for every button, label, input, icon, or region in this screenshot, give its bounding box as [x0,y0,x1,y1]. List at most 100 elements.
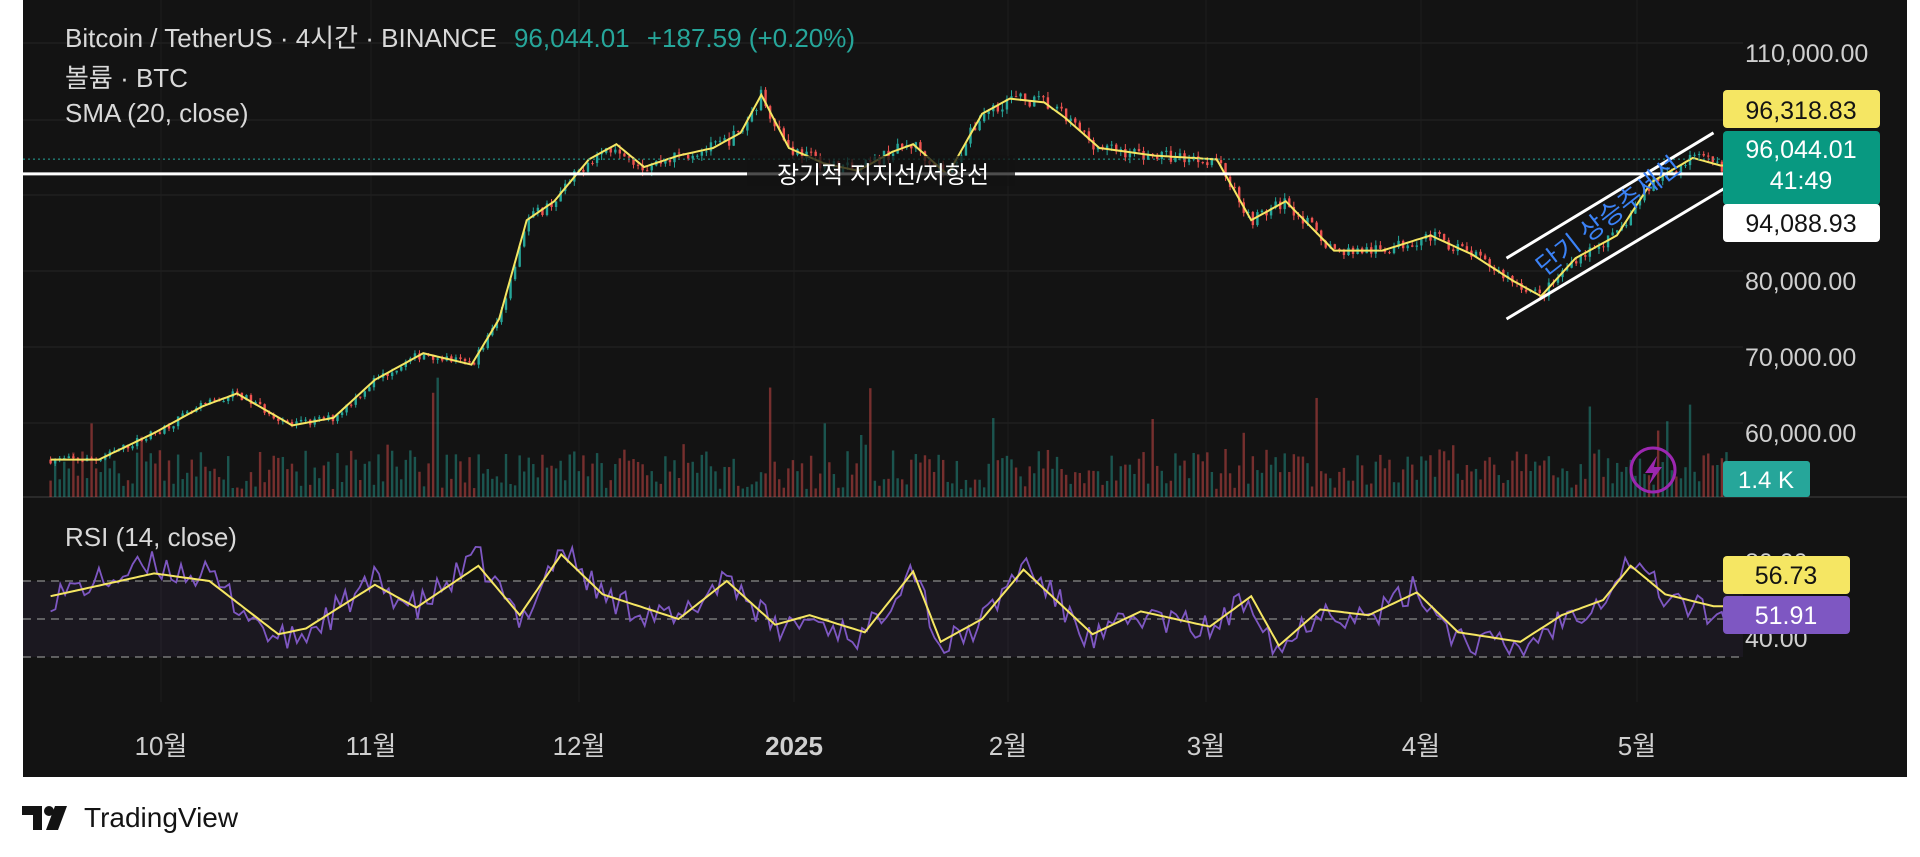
volume-bar [787,468,790,497]
time-axis-tick: 2025 [765,731,823,761]
volume-bar [1023,486,1027,497]
volume-bar [896,478,899,497]
volume-bar [1461,479,1464,497]
volume-bar [486,469,489,497]
candle-body [973,127,977,131]
volume-bar [1574,484,1578,497]
candle-body [1096,146,1100,150]
volume-bar [1064,474,1068,497]
candle-body [1074,118,1077,123]
volume-bar [249,472,253,497]
candle-body [591,162,594,164]
symbol-title: Bitcoin / TetherUS · 4시간 · BINANCE [65,23,497,53]
volume-bar [1046,449,1050,497]
candle-body [1611,232,1614,236]
candle-body [1629,213,1633,226]
candle-body [1210,157,1214,166]
candle-body [887,150,890,161]
candle-body [286,420,289,423]
volume-bar [1688,404,1692,497]
volume-bar [1534,461,1537,497]
volume-bar [1424,460,1428,497]
channel-upper-line[interactable] [1505,131,1715,260]
candle-body [650,165,653,171]
candle-body [1697,153,1701,155]
volume-bar [245,480,248,497]
volume-bar [477,454,480,497]
volume-bar [682,444,685,497]
volume-bar [1524,454,1528,497]
volume-bar [1597,449,1601,497]
volume-bar [577,471,581,497]
candle-body [1310,217,1314,223]
candle-body [1224,163,1227,177]
volume-bar [696,472,699,497]
volume-bar [1606,458,1610,497]
volume-bar [1156,465,1159,497]
volume-bar [1288,471,1291,497]
volume-bar [63,461,66,497]
volume-bar [718,488,722,497]
volume-bar [1547,456,1551,497]
volume-bar [900,479,904,497]
candle-body [363,391,367,397]
volume-bar [1588,406,1592,497]
candle-body [1237,187,1241,203]
volume-bar [819,473,822,497]
volume-bar [523,471,526,497]
candle-body [896,143,899,154]
volume-bar [418,471,421,497]
candle-body [1219,160,1223,164]
candle-body [1146,153,1150,160]
volume-bar [227,456,230,497]
volume-bar [568,454,571,497]
volume-bar [559,460,562,497]
channel-lower-line[interactable] [1505,177,1742,321]
volume-bar [1178,465,1182,497]
candle-body [99,459,102,461]
volume-bar [1215,488,1218,497]
volume-bar [1497,475,1500,497]
volume-bar [668,471,672,497]
volume-bar [1014,467,1018,497]
volume-bar [750,484,754,497]
candle-body [782,128,785,140]
candle-body [372,378,376,388]
chart-canvas[interactable]: 장기적 지지선/저항선 단기 상승추세선 110,000.00 80,000.00 70… [23,0,1907,777]
candle-body [614,149,617,153]
candle-body [709,142,713,152]
candle-body [1579,255,1582,264]
volume-bar [591,463,594,497]
price-axis-tick: 110,000.00 [1745,40,1868,68]
candle-body [172,426,175,429]
flash-icon[interactable] [1629,446,1677,494]
volume-bar [1319,471,1323,497]
candle-body [554,201,558,207]
candle-body [459,357,462,360]
volume-bar [609,480,612,497]
volume-bar [354,459,357,497]
candle-body [49,459,52,464]
volume-bar [627,460,631,497]
volume-bar [427,463,430,497]
volume-bar [1711,465,1715,497]
volume-bar [1042,468,1045,497]
volume-legend[interactable]: 볼륨 · BTC [65,63,188,93]
volume-bar [941,459,945,497]
candle-body [504,298,508,310]
volume-bar [81,451,84,497]
volume-bar [1365,484,1368,497]
volume-bar [76,475,80,497]
volume-bar [208,471,212,497]
candle-body [727,138,731,146]
volume-bar [1656,430,1660,497]
candle-body [1256,212,1259,226]
volume-bar [1356,455,1359,497]
candle-body [677,152,681,154]
candle-body [290,422,294,425]
volume-bar [1133,473,1136,497]
volume-bar [992,418,995,497]
rsi-legend[interactable]: RSI (14, close) [65,522,237,552]
support-resistance-label: 장기적 지지선/저항선 [777,162,989,189]
sma-legend[interactable]: SMA (20, close) [65,98,249,128]
